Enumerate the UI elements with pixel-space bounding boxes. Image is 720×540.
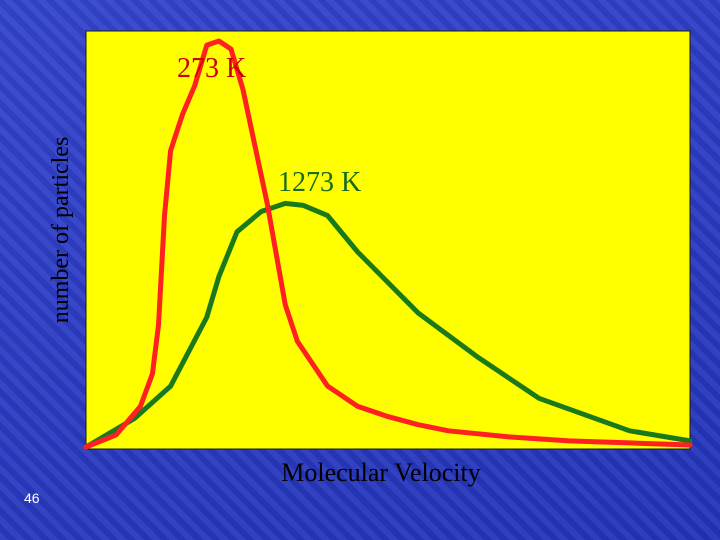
x-axis-label: Molecular Velocity [281,458,481,487]
series-line-1273k [83,200,693,450]
series-label-1273k: 1273 K [278,167,361,198]
plot-area [85,30,691,450]
slide-number: 46 [24,490,40,506]
y-axis-label: number of particles [48,137,74,324]
series-line-273k [83,38,693,450]
series-label-273k: 273 K [177,53,246,84]
